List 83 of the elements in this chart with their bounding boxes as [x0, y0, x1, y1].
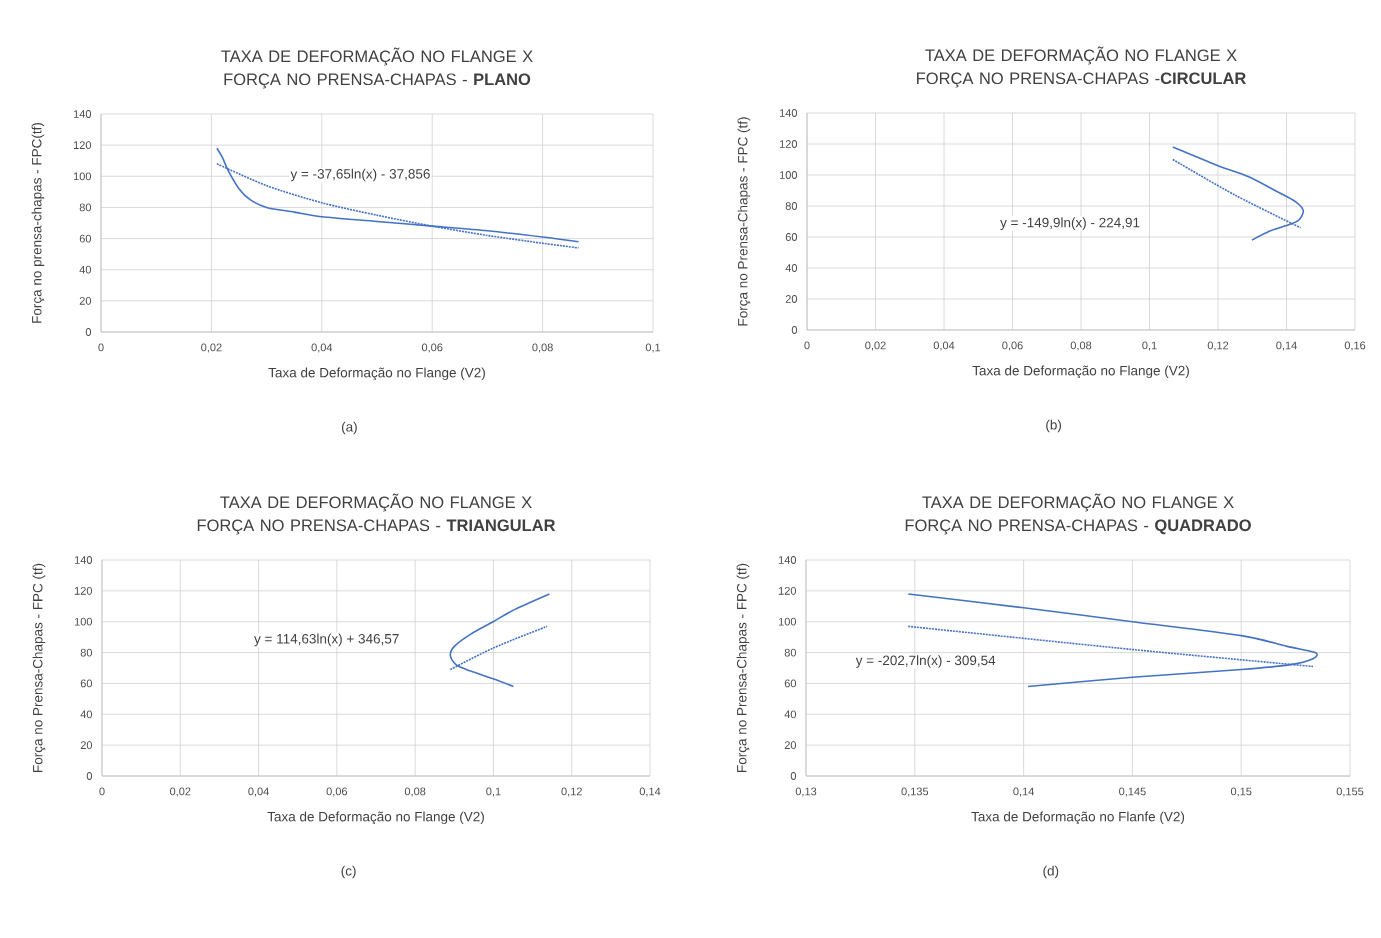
annotation: y = -37,65ln(x) - 37,856: [290, 168, 430, 182]
annotation: y = -149,9ln(x) - 224,91: [1000, 217, 1140, 230]
x-tick-label: 0,15: [1230, 787, 1252, 797]
y-tick-label: 20: [785, 295, 798, 303]
line-series: [1172, 146, 1305, 241]
x-tick-label: 0,04: [933, 341, 955, 351]
x-tick-label: 0,02: [201, 343, 222, 353]
y-tick-label: 80: [784, 648, 797, 657]
y-tick-label: 80: [785, 202, 798, 210]
y-tick-label: 0: [86, 772, 93, 780]
x-tick-label: 0,1: [645, 343, 661, 353]
x-tick-label: 0,16: [1344, 341, 1366, 351]
y-tick-label: 20: [784, 741, 797, 750]
y-tick-label: 20: [80, 741, 93, 750]
x-tick-label: 0,12: [561, 787, 582, 797]
x-tick-label: 0,06: [326, 787, 348, 797]
chart-title: TAXA DE DEFORMAÇÃO NO FLANGE X FORÇA NO PRENSA-CHAPAS - QUADRADO: [905, 493, 1251, 535]
y-tick-label: 140: [74, 556, 93, 564]
x-axis-title: Taxa de Deformação no Flange (V2): [268, 367, 485, 381]
x-tick-label: 0,14: [1276, 341, 1297, 351]
x-axis-title: Taxa de Deformação no Flange (V2): [972, 365, 1189, 379]
x-tick-label: 0,1: [1142, 341, 1157, 351]
y-tick-label: 20: [79, 296, 92, 305]
x-tick-label: 0,155: [1336, 787, 1364, 797]
x-tick-label: 0,135: [901, 787, 929, 797]
y-tick-label: 100: [778, 617, 797, 626]
chart-title: TAXA DE DEFORMAÇÃO NO FLANGE X FORÇA NO PRENSA-CHAPAS - PLANO: [221, 47, 533, 89]
x-tick-label: 0,14: [639, 787, 661, 797]
y-tick-label: 60: [785, 233, 798, 241]
y-tick-label: 100: [74, 617, 93, 626]
x-tick-label: 0,06: [421, 343, 443, 353]
x-tick-label: 0,08: [404, 787, 426, 797]
y-tick-label: 40: [79, 265, 92, 274]
text: (c): [341, 865, 356, 879]
x-tick-label: 0,04: [311, 343, 333, 353]
y-tick-label: 100: [779, 171, 798, 179]
y-tick-label: 80: [80, 648, 93, 657]
x-tick-label: 0,1: [486, 787, 501, 797]
annotation: y = -202,7ln(x) - 309,54: [855, 655, 996, 668]
y-axis-title: Força no Prensa-Chapas - FPC (tf): [737, 117, 751, 326]
x-axis-title: Taxa de Deformação no Flange (V2): [267, 811, 484, 825]
x-tick-label: 0: [804, 341, 810, 350]
y-axis-title: Força no Prensa-Chapas - FPC (tf): [32, 563, 46, 772]
y-tick-label: 0: [790, 772, 797, 780]
y-tick-label: 0: [85, 328, 92, 336]
x-tick-label: 0,06: [1002, 341, 1023, 351]
y-axis-title: Força no Prensa-Chapas - FPC (tf): [736, 563, 750, 772]
x-tick-label: 0: [98, 343, 104, 352]
chart-title: TAXA DE DEFORMAÇÃO NO FLANGE X FORÇA NO PRENSA-CHAPAS -CIRCULAR: [917, 46, 1246, 88]
y-tick-label: 60: [784, 679, 797, 688]
text: (a): [341, 421, 357, 435]
y-tick-label: 60: [79, 234, 92, 243]
text: (b): [1046, 419, 1062, 433]
x-tick-label: 0,145: [1119, 787, 1146, 797]
y-tick-label: 80: [79, 203, 92, 212]
x-tick-label: 0,04: [248, 787, 269, 797]
y-tick-label: 0: [791, 326, 798, 334]
y-tick-label: 60: [80, 679, 93, 688]
y-tick-label: 120: [74, 586, 93, 595]
y-tick-label: 120: [73, 141, 92, 150]
x-tick-label: 0,13: [795, 787, 817, 797]
text: (d): [1043, 865, 1059, 879]
y-tick-label: 140: [73, 110, 92, 118]
y-axis-title: Força no prensa-chapas - FPC(tf): [31, 122, 45, 323]
x-tick-label: 0,02: [865, 341, 886, 351]
y-tick-label: 40: [80, 710, 93, 719]
y-tick-label: 40: [785, 264, 798, 272]
x-tick-label: 0,02: [170, 787, 191, 797]
annotation: y = 114,63ln(x) + 346,57: [254, 633, 399, 647]
y-tick-label: 120: [779, 140, 798, 148]
x-tick-label: 0: [99, 787, 105, 796]
x-tick-label: 0,14: [1013, 787, 1034, 797]
x-tick-label: 0,08: [532, 343, 553, 353]
y-tick-label: 140: [778, 556, 797, 564]
y-tick-label: 40: [784, 710, 797, 719]
x-axis-title: Taxa de Deformação no Flanfe (V2): [971, 811, 1185, 825]
y-tick-label: 100: [73, 172, 92, 181]
x-tick-label: 0,08: [1070, 341, 1092, 351]
y-tick-label: 120: [778, 586, 797, 595]
chart-title: TAXA DE DEFORMAÇÃO NO FLANGE X FORÇA NO PRENSA-CHAPAS - TRIANGULAR: [197, 493, 556, 535]
y-tick-label: 140: [779, 109, 798, 117]
x-tick-label: 0,12: [1207, 341, 1229, 351]
line-series: [449, 593, 551, 688]
